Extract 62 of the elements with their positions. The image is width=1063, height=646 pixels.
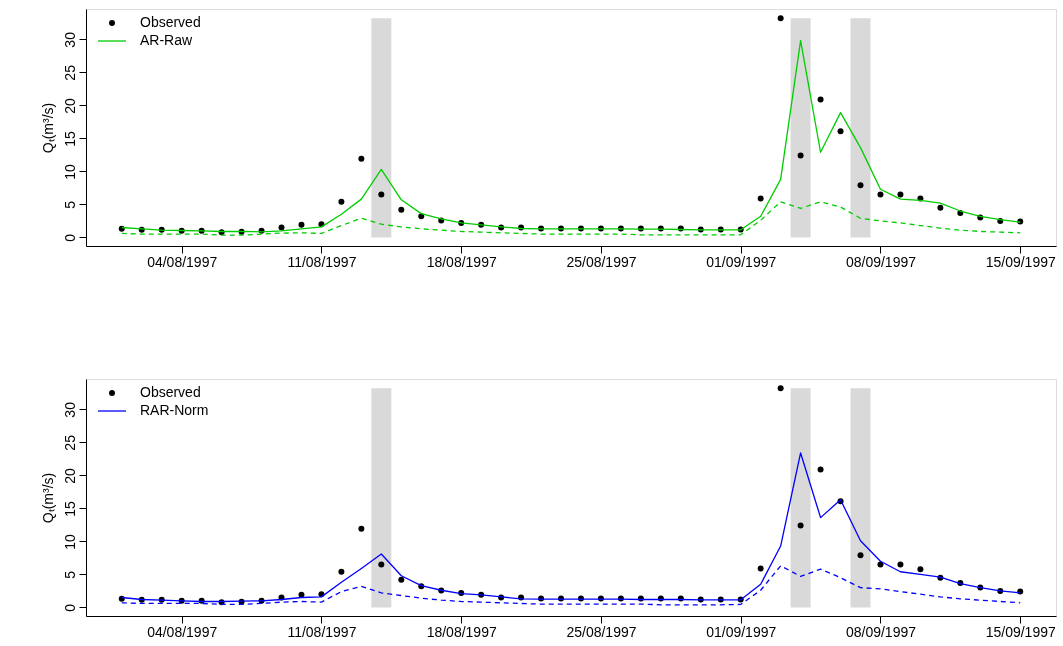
point: [817, 96, 824, 103]
x-tick-label: 25/08/1997: [566, 623, 637, 640]
x-tick-label: 08/09/1997: [845, 253, 917, 270]
y-tick-label: 15: [61, 130, 78, 147]
x-tick-label: 18/08/1997: [426, 623, 497, 640]
legend-label: Observed: [140, 384, 201, 400]
point: [857, 182, 864, 189]
x-tick-label: 11/08/1997: [287, 253, 357, 270]
point: [118, 595, 125, 602]
point: [777, 15, 784, 22]
point: [857, 552, 864, 559]
y-tick-label: 5: [61, 200, 78, 209]
legend-label: RAR-Norm: [140, 402, 209, 418]
point: [378, 561, 385, 568]
legend-label: AR-Raw: [140, 32, 194, 48]
point: [398, 576, 405, 583]
point: [937, 204, 944, 211]
y-tick-label: 30: [61, 401, 78, 418]
x-tick-label: 01/09/1997: [706, 253, 777, 270]
y-tick-label: 25: [61, 64, 78, 81]
x-tick-label: 08/09/1997: [845, 623, 917, 640]
point: [378, 191, 385, 198]
point: [298, 221, 305, 228]
point: [897, 561, 904, 568]
point: [358, 155, 365, 162]
x-tick-label: 18/08/1997: [426, 253, 497, 270]
y-tick-label: 0: [61, 603, 78, 612]
x-tick-label: 15/09/1997: [985, 253, 1056, 270]
point: [757, 195, 764, 202]
point: [797, 152, 804, 159]
y-tick-label: 25: [61, 434, 78, 451]
y-axis-title: Qₜ(m³/s): [39, 472, 56, 524]
point: [278, 224, 285, 231]
point: [338, 568, 345, 575]
point: [877, 191, 884, 198]
y-tick-label: 20: [61, 467, 78, 484]
y-tick-label: 5: [61, 570, 78, 579]
point: [837, 128, 844, 135]
point: [118, 225, 125, 232]
y-tick-label: 0: [61, 233, 78, 242]
x-tick-label: 15/09/1997: [985, 623, 1056, 640]
point: [817, 466, 824, 473]
point: [777, 385, 784, 392]
x-tick-label: 04/08/1997: [147, 253, 218, 270]
x-tick-label: 01/09/1997: [706, 623, 777, 640]
point: [338, 198, 345, 205]
point: [797, 522, 804, 529]
y-tick-label: 10: [61, 163, 78, 180]
y-tick-label: 15: [61, 500, 78, 517]
y-tick-label: 10: [61, 533, 78, 550]
point: [398, 206, 405, 213]
y-tick-label: 20: [61, 97, 78, 114]
point: [358, 525, 365, 532]
legend-label: Observed: [140, 14, 201, 30]
x-tick-label: 25/08/1997: [566, 253, 637, 270]
point: [897, 191, 904, 198]
y-tick-label: 30: [61, 31, 78, 48]
point: [917, 566, 924, 573]
y-axis-title: Qₜ(m³/s): [39, 102, 56, 154]
x-tick-label: 04/08/1997: [147, 623, 218, 640]
point: [757, 565, 764, 572]
x-tick-label: 11/08/1997: [287, 623, 357, 640]
